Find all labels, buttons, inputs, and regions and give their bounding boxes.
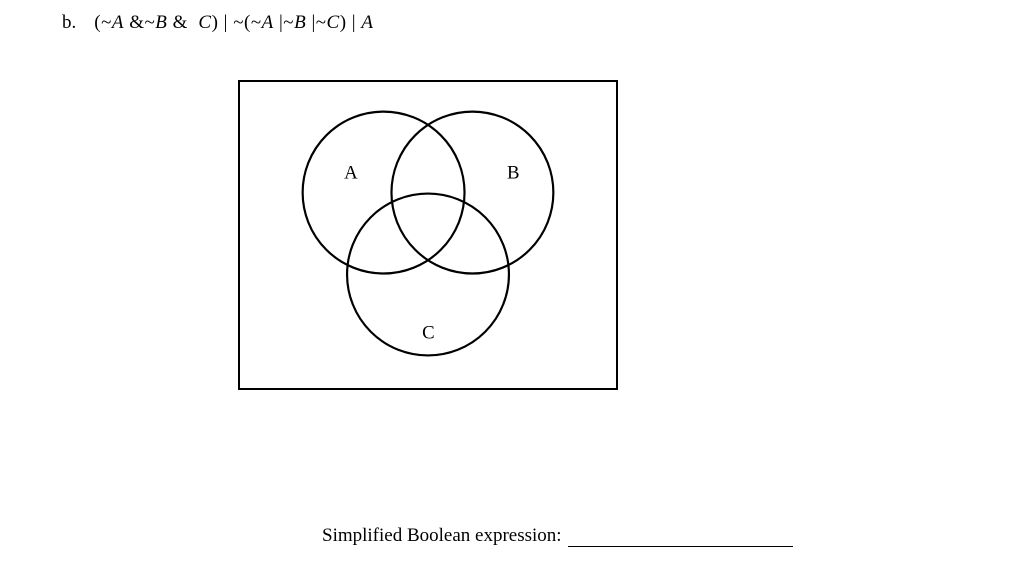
- simplified-expression-row: Simplified Boolean expression:: [322, 525, 793, 547]
- answer-blank-line[interactable]: [568, 527, 793, 547]
- circle-A: [303, 112, 465, 274]
- boolean-expression: (~A &~B & C) | ~(~A |~B |~C) | A: [94, 12, 373, 34]
- simplified-prompt: Simplified Boolean expression:: [322, 525, 562, 547]
- circle-B: [391, 112, 553, 274]
- label-C: C: [422, 323, 435, 344]
- venn-svg: A B C: [240, 82, 616, 388]
- question-label: b.: [62, 12, 76, 34]
- question-header: b. (~A &~B & C) | ~(~A |~B |~C) | A: [62, 12, 373, 34]
- label-B: B: [507, 163, 520, 184]
- label-A: A: [344, 163, 358, 184]
- venn-diagram-box: A B C: [238, 80, 618, 390]
